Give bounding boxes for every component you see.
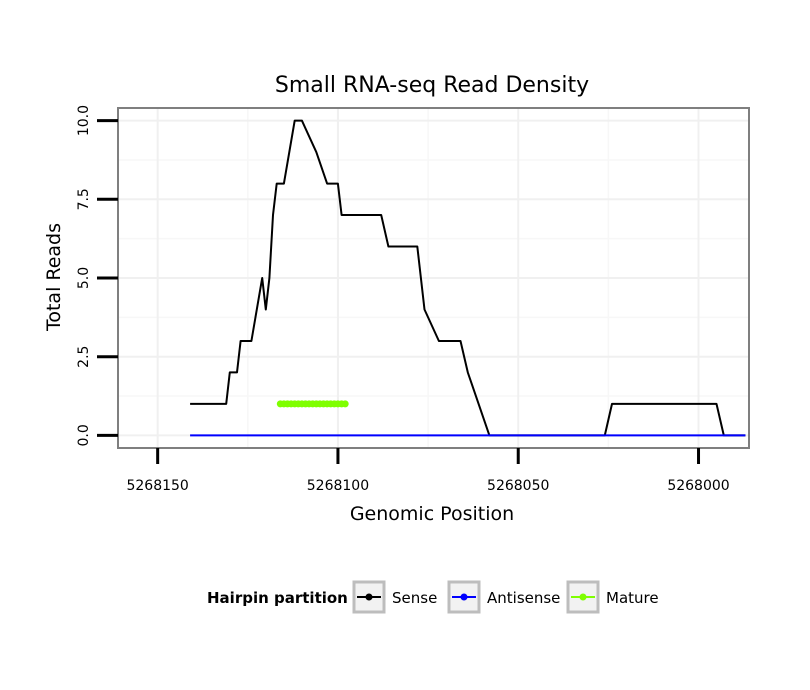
y-axis-title: Total Reads xyxy=(43,223,65,332)
y-tick-label: 0.0 xyxy=(76,424,92,446)
legend-entry-sense: Sense xyxy=(352,580,437,614)
plot-layer: 5268150 5268100 5268050 5268000 0.0 2.5 5.0 7.5… xyxy=(76,105,750,494)
legend-point-sense xyxy=(365,593,373,601)
y-tick-label: 5.0 xyxy=(76,267,92,289)
legend-entry-mature: Mature xyxy=(566,580,659,614)
legend-point-mature xyxy=(579,593,587,601)
legend-title: Hairpin partition xyxy=(207,589,348,607)
x-axis-title: Genomic Position xyxy=(350,503,514,525)
x-tick-label: 5268050 xyxy=(487,478,549,494)
legend-label-sense: Sense xyxy=(392,589,437,607)
legend: Hairpin partition Sense Antisense Mature xyxy=(207,580,659,614)
x-tick-label: 5268150 xyxy=(126,478,188,494)
y-tick-label: 7.5 xyxy=(76,188,92,210)
y-tick-label: 2.5 xyxy=(76,346,92,368)
x-tick-label: 5268100 xyxy=(307,478,369,494)
mature-point xyxy=(341,400,349,408)
legend-point-antisense xyxy=(460,593,468,601)
x-tick-label: 5268000 xyxy=(667,478,729,494)
legend-label-antisense: Antisense xyxy=(487,589,560,607)
series-line-sense xyxy=(190,119,746,437)
legend-label-mature: Mature xyxy=(606,589,659,607)
chart-title: Small RNA-seq Read Density xyxy=(275,73,589,98)
legend-entry-antisense: Antisense xyxy=(447,580,560,614)
y-tick-label: 10.0 xyxy=(76,105,92,136)
